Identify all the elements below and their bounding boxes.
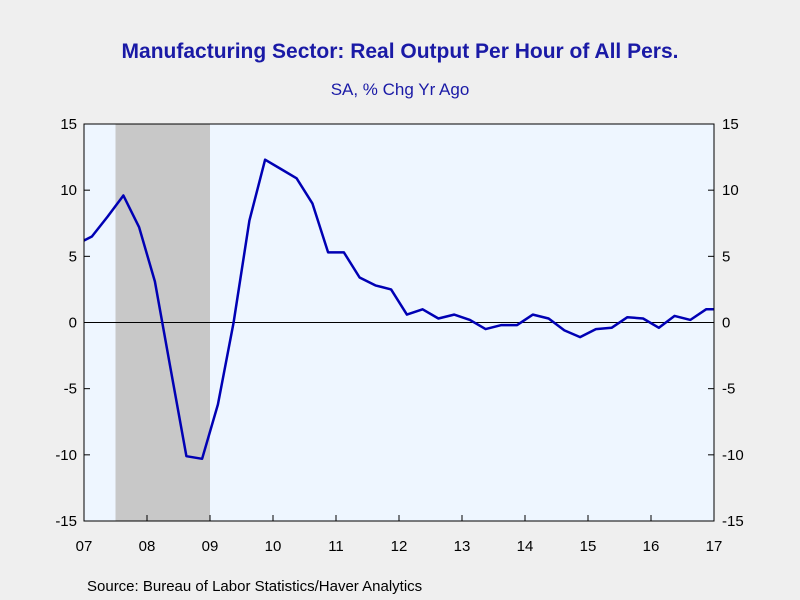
y-tick-label-right: -10 xyxy=(722,447,744,464)
y-tick-label-right: 10 xyxy=(722,182,739,199)
y-tick-label-left: 10 xyxy=(60,182,77,199)
y-tick-label-left: 5 xyxy=(69,248,77,265)
x-tick-label: 16 xyxy=(643,538,660,555)
x-tick-label: 13 xyxy=(454,538,471,555)
x-axis-labels: 07 08 09 10 11 12 13 14 15 16 17 xyxy=(76,538,723,555)
x-tick-label: 09 xyxy=(202,538,219,555)
x-tick-label: 08 xyxy=(139,538,156,555)
right-y-axis-labels: 15 10 5 0 -5 -10 -15 xyxy=(722,116,744,530)
x-tick-label: 15 xyxy=(580,538,597,555)
x-tick-label: 17 xyxy=(706,538,723,555)
source-note: Source: Bureau of Labor Statistics/Haver… xyxy=(87,578,423,595)
y-tick-label-left: -15 xyxy=(55,513,77,530)
x-tick-label: 07 xyxy=(76,538,93,555)
y-tick-label-right: -5 xyxy=(722,381,735,398)
series-line xyxy=(83,158,714,461)
left-y-axis-labels: 15 10 5 0 -5 -10 -15 xyxy=(55,116,77,530)
y-tick-label-left: -5 xyxy=(64,381,77,398)
y-tick-label-left: 15 xyxy=(60,116,77,133)
chart-title: Manufacturing Sector: Real Output Per Ho… xyxy=(121,40,679,63)
plot-border xyxy=(83,123,715,522)
y-tick-label-right: 5 xyxy=(722,248,730,265)
y-tick-label-right: 15 xyxy=(722,116,739,133)
y-tick-label-left: 0 xyxy=(69,315,77,332)
chart-subtitle: SA, % Chg Yr Ago xyxy=(330,80,470,99)
x-tick-label: 11 xyxy=(328,538,344,555)
y-tick-label-left: -10 xyxy=(55,447,77,464)
y-tick-label-right: 0 xyxy=(722,315,730,332)
x-tick-label: 10 xyxy=(265,538,282,555)
x-tick-label: 12 xyxy=(391,538,408,555)
x-tick-label: 14 xyxy=(517,538,534,555)
y-tick-label-right: -15 xyxy=(722,513,744,530)
